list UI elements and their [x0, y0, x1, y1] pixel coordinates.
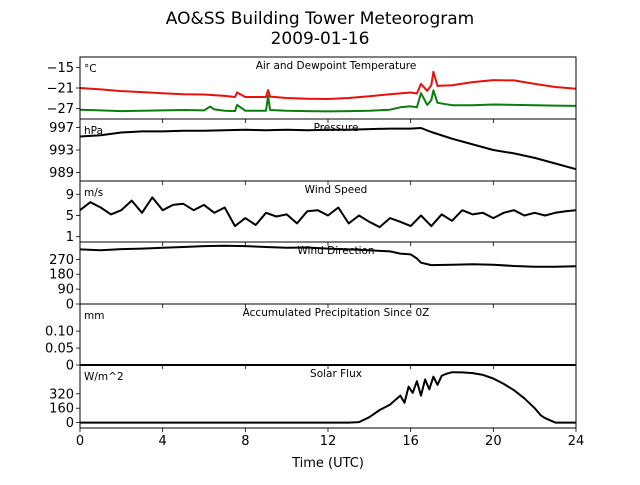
- figure-title-line2: 2009-01-16: [271, 29, 370, 49]
- series-line-1-0: [79, 127, 577, 171]
- panel-unit-4: mm: [84, 310, 104, 322]
- y-tick-label-4-2: 0: [66, 359, 74, 374]
- y-tick-label-4-1: 0.05: [45, 342, 74, 357]
- y-tick-label-4-0: 0.10: [45, 325, 74, 340]
- panel-title-5: Solar Flux: [310, 368, 362, 380]
- panel-title-0: Air and Dewpoint Temperature: [256, 60, 417, 72]
- y-tick-label-3-2: 90: [57, 283, 74, 298]
- panel-2: 9 5 1 Wind Speed m/s: [66, 180, 577, 246]
- panel-title-2: Wind Speed: [305, 184, 368, 196]
- panel-unit-0: °C: [84, 63, 97, 75]
- series-line-5-0: [80, 371, 576, 424]
- panel-unit-5: W/m^2: [84, 371, 124, 383]
- y-tick-label-5-1: 160: [49, 402, 74, 417]
- panel-0: −15 −21 −27 Air and Dewpoint Temperature °C: [47, 56, 577, 123]
- x-axis: 0 4 8 12 16 20 24: [76, 434, 584, 449]
- panel-title-1: Pressure: [314, 122, 359, 134]
- panel-title-4: Accumulated Precipitation Since 0Z: [243, 307, 430, 319]
- y-tick-label-2-1: 5: [66, 209, 74, 224]
- panel-4: 0.10 0.05 0 Accumulated Precipitation Since…: [45, 303, 577, 374]
- series-line-0-0: [79, 70, 577, 100]
- x-axis-label: Time (UTC): [291, 456, 364, 471]
- y-tick-label-2-0: 9: [66, 188, 74, 203]
- x-tick-label-0: 0: [76, 434, 84, 449]
- y-tick-label-5-0: 320: [49, 387, 74, 402]
- panels-group: −15 −21 −27 Air and Dewpoint Temperature °C 9…: [45, 56, 577, 432]
- y-tick-label-5-2: 0: [66, 416, 74, 431]
- y-tick-label-0-0: −15: [47, 61, 74, 76]
- y-tick-label-1-2: 989: [49, 166, 74, 181]
- series-line-2-0: [79, 196, 577, 229]
- x-tick-label-5: 20: [485, 434, 502, 449]
- x-tick-label-1: 4: [159, 434, 167, 449]
- y-tick-label-1-0: 997: [49, 121, 74, 136]
- panel-frame-5: [79, 364, 577, 429]
- panel-unit-1: hPa: [84, 125, 103, 137]
- series-line-0-1: [79, 89, 577, 113]
- x-tick-label-2: 8: [241, 434, 249, 449]
- panel-unit-2: m/s: [84, 187, 103, 199]
- y-tick-label-0-2: −27: [47, 102, 74, 117]
- figure-title-line1: AO&SS Building Tower Meteorogram: [166, 9, 474, 29]
- x-tick-label-3: 12: [320, 434, 337, 449]
- x-tick-label-4: 16: [402, 434, 419, 449]
- y-tick-label-3-0: 270: [49, 253, 74, 268]
- y-tick-label-0-1: −21: [47, 82, 74, 97]
- y-tick-label-3-3: 0: [66, 298, 74, 313]
- panel-1: 997 993 989 Pressure hPa: [49, 118, 577, 185]
- panel-title-3: Wind Direction: [297, 245, 374, 257]
- series-line-3-0: [79, 244, 577, 268]
- x-tick-label-6: 24: [568, 434, 585, 449]
- y-tick-label-2-2: 1: [66, 230, 74, 245]
- y-tick-label-3-1: 180: [49, 268, 74, 283]
- y-tick-label-1-1: 993: [49, 144, 74, 159]
